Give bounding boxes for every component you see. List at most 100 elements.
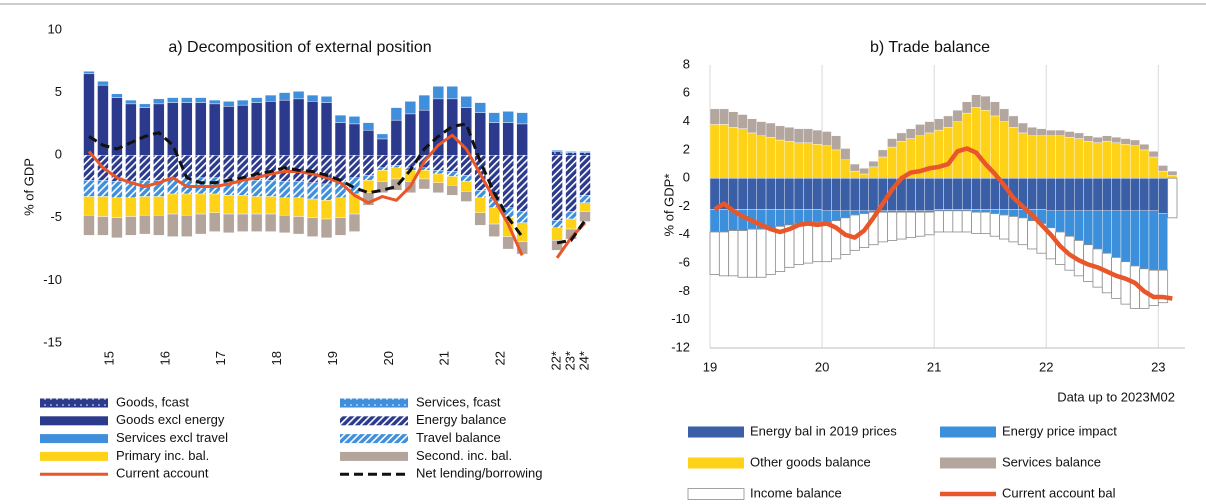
bar: [320, 218, 333, 239]
bar: [1036, 135, 1047, 179]
bar: [460, 181, 472, 192]
bar: [709, 108, 720, 125]
bar: [237, 99, 249, 106]
legend-label: Energy bal in 2019 prices: [750, 423, 897, 438]
bar: [709, 209, 720, 233]
bar: [264, 94, 277, 102]
bar: [803, 177, 813, 210]
bar: [849, 163, 860, 172]
bar: [404, 101, 417, 115]
bar: [1036, 177, 1047, 210]
bar: [1139, 210, 1150, 269]
bar: [821, 145, 832, 179]
bar: [933, 177, 944, 210]
x-tick-label: 17: [213, 351, 228, 365]
bar: [793, 223, 804, 265]
bar: [784, 209, 795, 226]
y-tick-label: -12: [671, 339, 690, 354]
bar: [989, 213, 1000, 237]
bar: [223, 195, 235, 215]
bar: [446, 154, 458, 172]
bar: [237, 195, 249, 215]
bar: [737, 177, 748, 210]
x-tick-label: 22: [493, 351, 508, 365]
bar: [195, 97, 207, 103]
bar: [1083, 135, 1094, 142]
bar: [1148, 156, 1159, 179]
bar: [1092, 136, 1103, 144]
bar: [418, 170, 430, 180]
bar: [83, 215, 95, 236]
bar: [971, 107, 982, 179]
y-tick-label: 4: [683, 113, 690, 128]
bar: [971, 209, 982, 213]
bar: [209, 154, 221, 178]
bar: [111, 181, 123, 198]
bar: [849, 170, 860, 179]
bar: [1074, 177, 1084, 211]
bar: [223, 213, 235, 234]
bar: [125, 99, 137, 105]
bar: [877, 149, 888, 158]
bar: [404, 113, 417, 156]
line: [88, 122, 524, 238]
bar: [376, 170, 389, 182]
bar: [167, 97, 179, 103]
bar: [905, 128, 916, 139]
y-tick-label: -2: [678, 198, 690, 213]
bar: [765, 177, 776, 210]
x-tick-label: 15: [101, 351, 116, 365]
bar: [840, 148, 851, 161]
bar: [803, 223, 814, 264]
bar: [195, 193, 207, 215]
bar: [1111, 136, 1122, 144]
bar: [446, 176, 458, 186]
bar: [933, 129, 944, 179]
line: [87, 133, 524, 256]
legend-swatch: [940, 426, 996, 438]
y-tick-label: 0: [683, 170, 690, 185]
bar: [831, 210, 841, 221]
bar: [775, 139, 785, 179]
bar: [943, 210, 954, 233]
bar: [474, 190, 486, 198]
bar: [943, 115, 954, 128]
legend-swatch: [687, 488, 745, 500]
bar: [125, 216, 137, 236]
bar: [292, 216, 305, 235]
bar: [1036, 128, 1047, 136]
bar: [1148, 210, 1159, 271]
legend-swatch: [40, 434, 108, 444]
bar: [153, 103, 165, 156]
bar: [1111, 210, 1122, 258]
bar: [251, 196, 263, 215]
bar: [915, 124, 926, 136]
bar: [579, 195, 591, 203]
bar: [1055, 135, 1066, 179]
y-tick-label: -6: [678, 255, 690, 270]
bar: [1130, 177, 1140, 211]
x-tick-label: 22: [1039, 359, 1053, 374]
bar: [1046, 177, 1056, 211]
bar: [237, 154, 249, 180]
bar: [278, 215, 291, 234]
bar: [264, 213, 277, 232]
bar: [933, 210, 944, 233]
legend-swatch: [340, 416, 408, 426]
bar: [1064, 210, 1075, 237]
bar: [460, 96, 472, 108]
legend-swatch: [940, 457, 996, 469]
bar: [404, 154, 417, 168]
bar: [821, 131, 832, 146]
bar: [237, 213, 249, 232]
bar: [793, 209, 804, 224]
bar: [737, 128, 748, 179]
bar: [943, 177, 954, 210]
bar: [915, 211, 926, 237]
y-tick-label: -10: [671, 311, 690, 326]
bar: [952, 177, 963, 210]
bar: [251, 97, 263, 103]
bar: [474, 212, 486, 226]
bar: [334, 197, 347, 219]
